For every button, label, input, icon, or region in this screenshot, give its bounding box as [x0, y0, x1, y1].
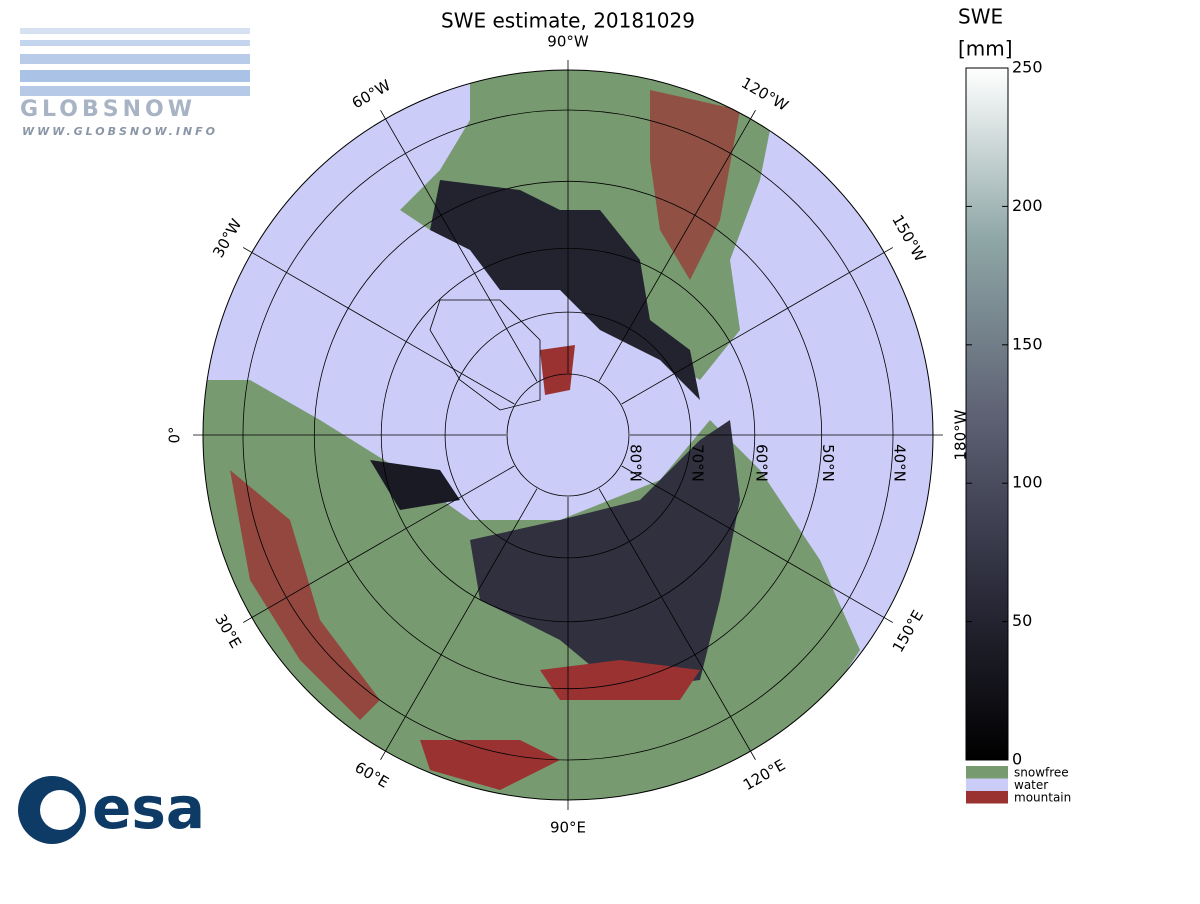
colorbar-tick-label: 100 [1012, 473, 1043, 492]
colorbar-unit: [mm] [958, 37, 1013, 61]
colorbar-tick-label: 250 [1012, 58, 1043, 77]
logo-text: GLOBSNOW [20, 97, 196, 122]
meridian-label: 60°E [352, 758, 392, 792]
meridian-label: 30°E [211, 611, 245, 651]
colorbar-tick-label: 0 [1012, 750, 1022, 769]
meridian-label: 150°E [889, 607, 927, 655]
meridian-label: 60°W [349, 76, 394, 112]
meridian-label: 90°W [547, 33, 589, 51]
graticule: 80°N 70°N 60°N 50°N 40°N [193, 60, 943, 810]
colorbar-tick-label: 50 [1012, 611, 1032, 630]
title: SWE estimate, 20181029 [441, 9, 695, 33]
meridian-label: 120°W [738, 74, 791, 115]
colorbar-title: SWE [958, 5, 1003, 29]
parallel-label: 80°N [626, 444, 644, 482]
logo-text: esa [92, 774, 205, 842]
meridian-label: 30°W [209, 216, 245, 261]
meridian-label: 180°W [952, 409, 970, 460]
meridian [243, 465, 515, 623]
class-label: water [1014, 778, 1048, 792]
logo-url: WWW.GLOBSNOW.INFO [22, 125, 218, 138]
meridian [598, 110, 756, 382]
colorbar-tick-label: 200 [1012, 196, 1043, 215]
map [203, 70, 933, 800]
meridian [598, 488, 756, 760]
colorbar-tick-label: 150 [1012, 334, 1043, 353]
meridian-label: 150°W [888, 212, 929, 265]
class-swatch [966, 778, 1008, 791]
meridian [621, 465, 893, 623]
globsnow-logo: GLOBSNOW WWW.GLOBSNOW.INFO [20, 28, 250, 138]
parallel-label: 40°N [891, 444, 909, 482]
parallel-label: 60°N [752, 444, 770, 482]
meridian-label: 0° [166, 426, 184, 443]
meridian [621, 247, 893, 405]
meridian-label: 120°E [740, 756, 788, 794]
esa-logo: esa [18, 774, 205, 844]
meridian [243, 247, 515, 405]
meridian [380, 110, 538, 382]
parallel-label: 70°N [688, 444, 706, 482]
parallel [506, 373, 630, 497]
class-label: mountain [1014, 791, 1071, 805]
map-border [202, 69, 934, 801]
meridian [380, 488, 538, 760]
colorbar [965, 67, 1009, 761]
class-swatch [966, 791, 1008, 804]
class-label: snowfree [1014, 766, 1069, 780]
meridian-label: 90°E [550, 819, 586, 837]
class-swatch [966, 766, 1008, 779]
parallel-label: 50°N [819, 444, 837, 482]
